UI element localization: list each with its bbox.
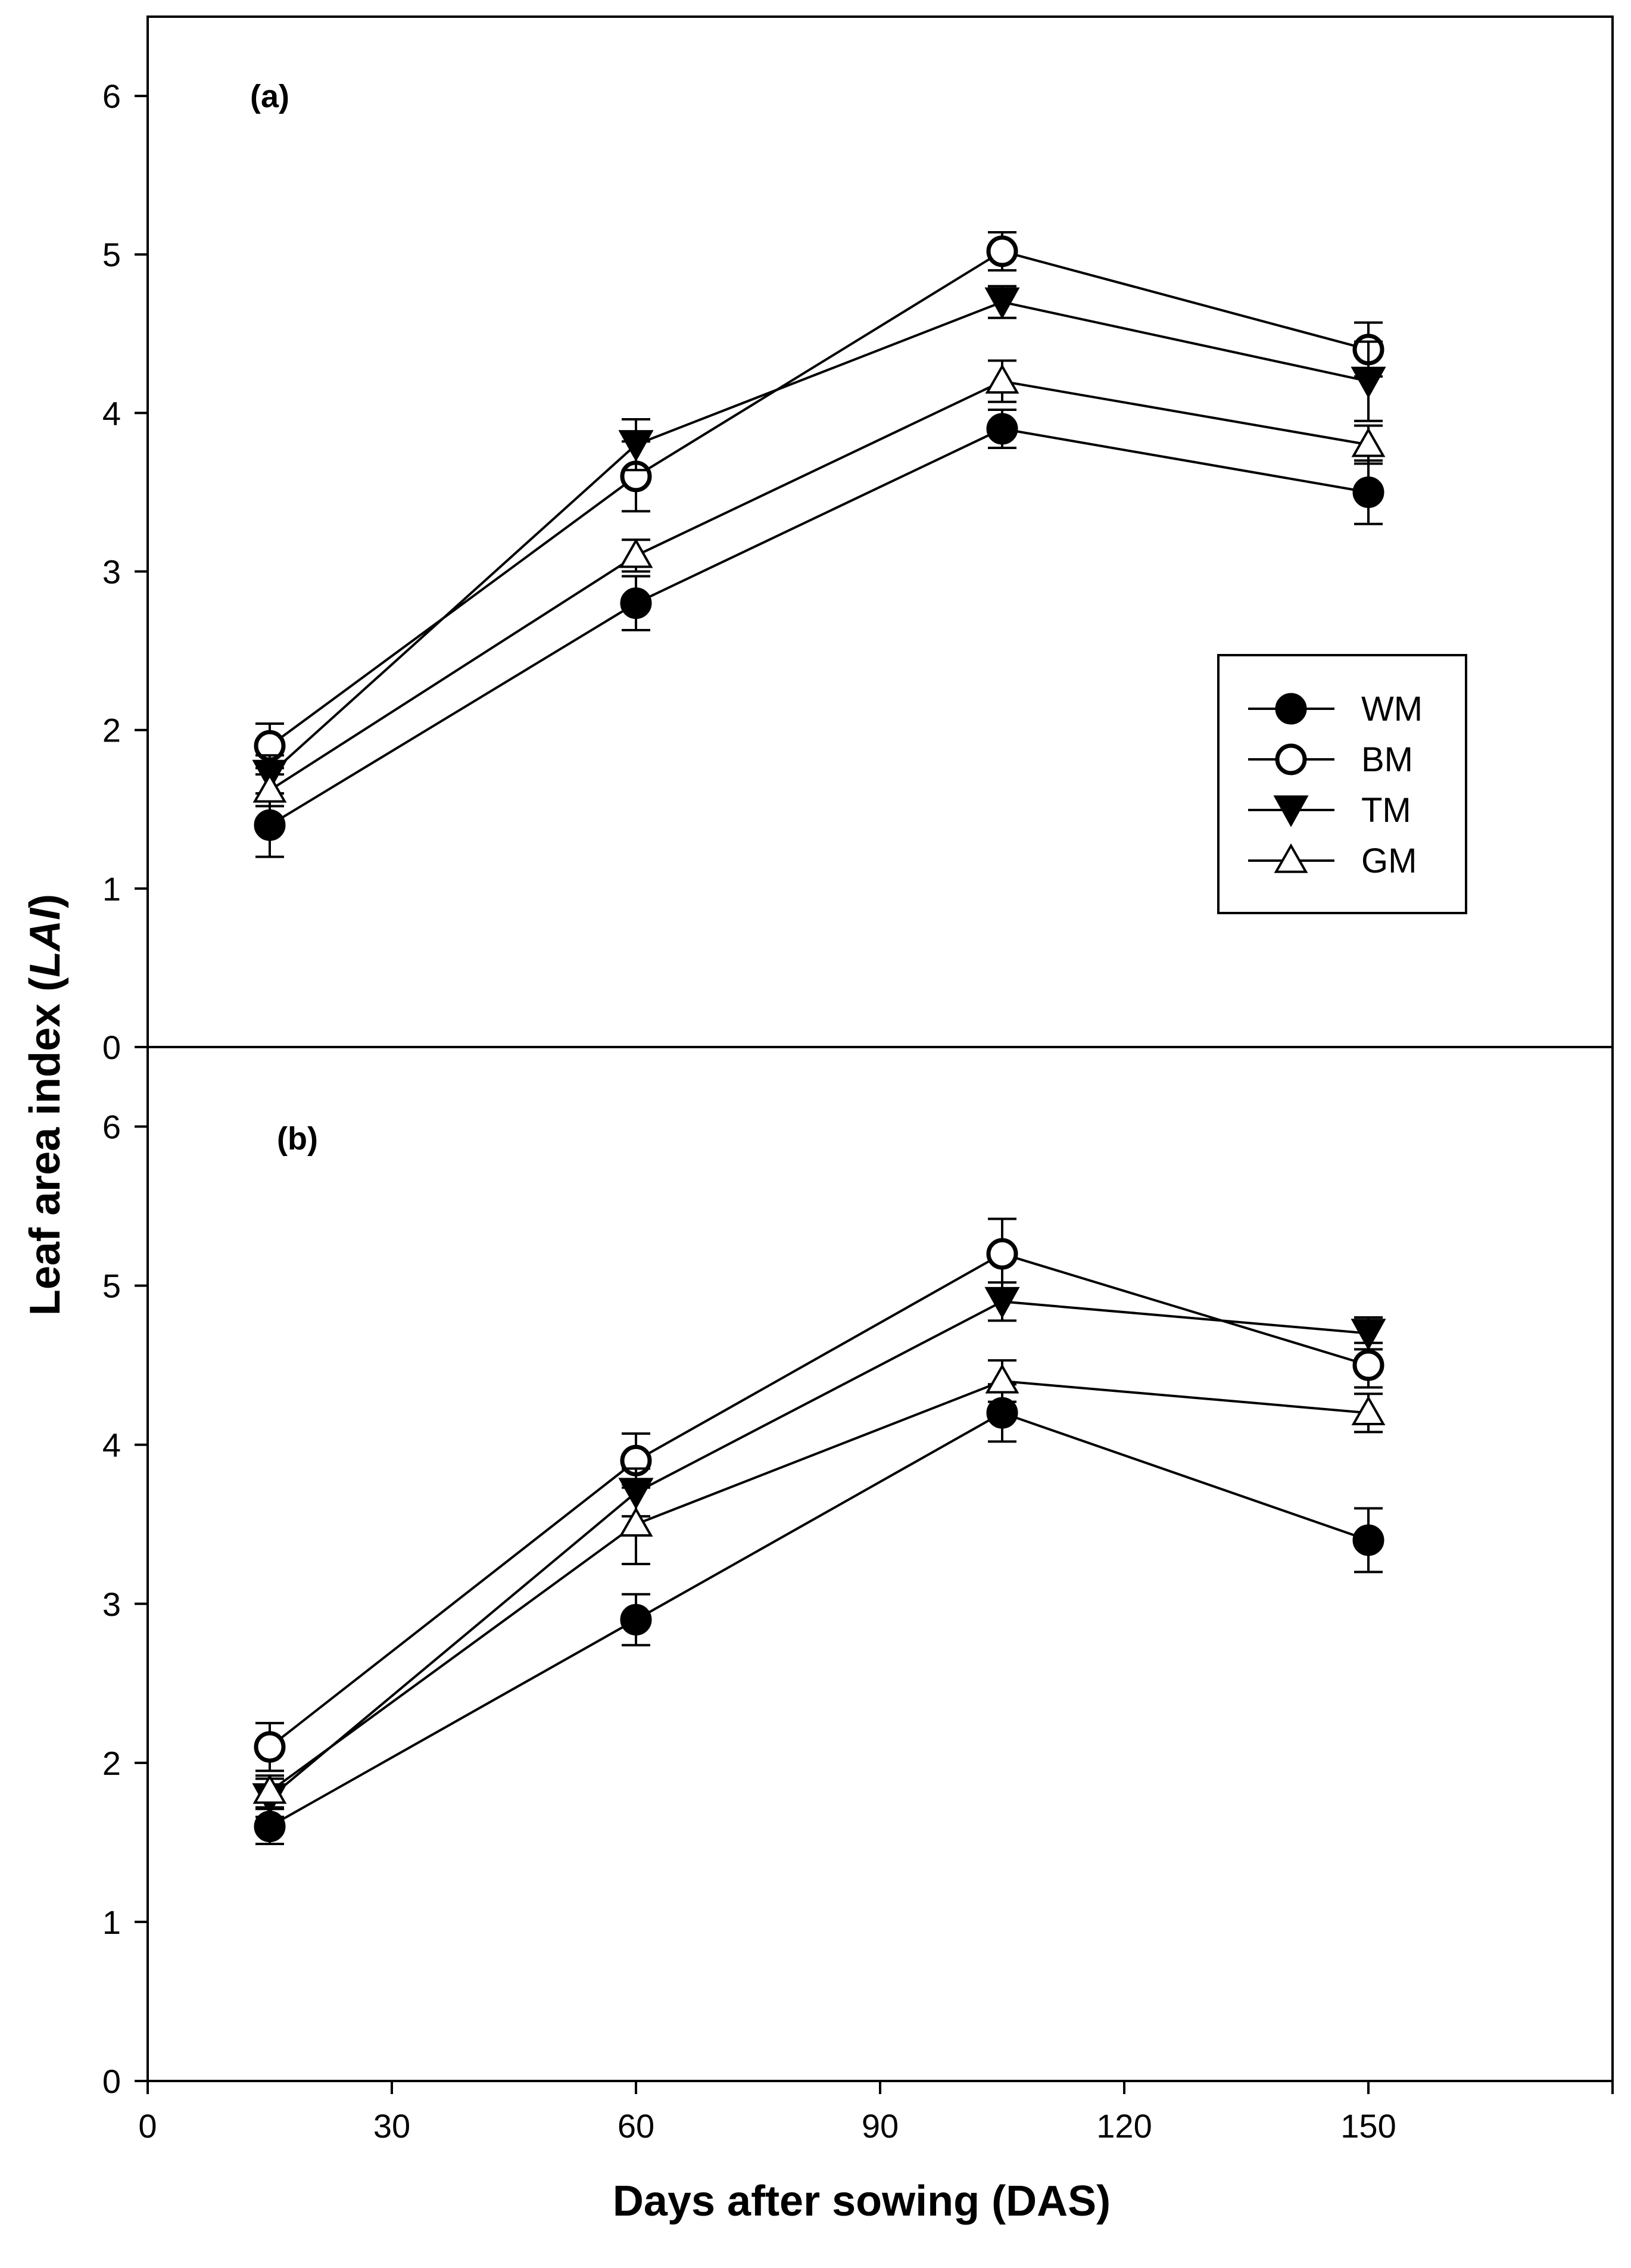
legend-box [1217, 654, 1467, 914]
data-point-gm [1351, 427, 1386, 457]
series-line-tm [269, 300, 1369, 775]
y-tick-label: 5 [102, 236, 121, 273]
legend-label-bm: BM [1361, 740, 1413, 779]
series-wm [254, 1383, 1384, 1846]
data-point-wm [620, 587, 652, 619]
data-point-wm [620, 1603, 652, 1635]
y-tick-label: 5 [102, 1267, 121, 1305]
panel-b-label: (b) [277, 1121, 318, 1157]
y-tick-label: 1 [102, 1904, 121, 1941]
x-tick-label: 150 [1340, 2107, 1396, 2145]
series-line-wm [269, 1412, 1369, 1828]
panel-a: 0 1 2 3 4 5 6 WM BM TM GM [102, 15, 1614, 1066]
series-tm [252, 1281, 1386, 1818]
y-tick-label: 3 [102, 1585, 121, 1623]
series-line-gm [269, 380, 1369, 792]
y-tick-label: 1 [102, 870, 121, 908]
y-tick-label: 2 [102, 1744, 121, 1782]
series-bm [254, 230, 1384, 770]
legend-marker-gm [1274, 843, 1308, 873]
y-tick-label: 0 [102, 2063, 121, 2100]
data-point-gm [619, 538, 653, 568]
data-point-gm [1351, 1395, 1386, 1426]
data-point-wm [986, 1397, 1018, 1429]
legend-marker-tm [1273, 795, 1309, 827]
y-tick-label: 6 [102, 77, 121, 115]
x-axis-title: Days after sowing (DAS) [613, 2177, 1111, 2225]
series-line-bm [269, 250, 1369, 747]
legend-label-wm: WM [1361, 690, 1423, 728]
x-tick-label: 90 [862, 2107, 899, 2145]
legend: WM BM TM GM [1217, 654, 1467, 914]
series-line-bm [269, 1253, 1369, 1748]
x-tick-label: 0 [138, 2107, 157, 2145]
legend-label-tm: TM [1361, 791, 1411, 830]
data-point-bm [254, 1731, 286, 1763]
data-point-gm [252, 1774, 287, 1804]
y-tick-label: 2 [102, 712, 121, 749]
y-tick-label: 0 [102, 1029, 121, 1066]
y-tick-label: 4 [102, 1426, 121, 1464]
data-point-bm [1352, 1349, 1384, 1381]
x-tick-label: 60 [618, 2107, 654, 2145]
y-axis-title: Leaf area index (LAI) [21, 894, 69, 1316]
legend-label-gm: GM [1361, 842, 1417, 880]
data-point-wm [1352, 476, 1384, 508]
data-point-tm [618, 430, 654, 462]
data-point-gm [619, 1507, 653, 1537]
series-line-tm [269, 1300, 1369, 1799]
y-tick-label: 4 [102, 394, 121, 432]
data-point-wm [1352, 1524, 1384, 1556]
x-tick-label: 30 [373, 2107, 410, 2145]
data-point-gm [252, 772, 287, 803]
data-point-tm [984, 1286, 1020, 1319]
series-gm [252, 1359, 1386, 1809]
legend-marker-wm [1275, 693, 1307, 725]
data-point-tm [1351, 366, 1386, 398]
data-point-tm [1351, 1319, 1386, 1351]
series-line-wm [269, 427, 1369, 827]
series-line-gm [269, 1379, 1369, 1793]
data-point-bm [986, 235, 1018, 267]
panel-a-label: (a) [250, 79, 289, 114]
data-point-tm [984, 287, 1020, 319]
data-point-wm [986, 413, 1018, 445]
x-tick-label: 120 [1096, 2107, 1152, 2145]
y-tick-label: 3 [102, 553, 121, 591]
series-bm [254, 1217, 1384, 1772]
data-point-gm [985, 1363, 1019, 1394]
data-point-wm [254, 809, 286, 841]
legend-marker-bm [1275, 743, 1307, 775]
series-gm [252, 359, 1386, 808]
y-tick-label: 6 [102, 1108, 121, 1146]
data-point-gm [985, 364, 1019, 394]
series-tm [252, 285, 1386, 795]
data-point-bm [986, 1238, 1018, 1270]
panel-b-frame [146, 1046, 1614, 2082]
